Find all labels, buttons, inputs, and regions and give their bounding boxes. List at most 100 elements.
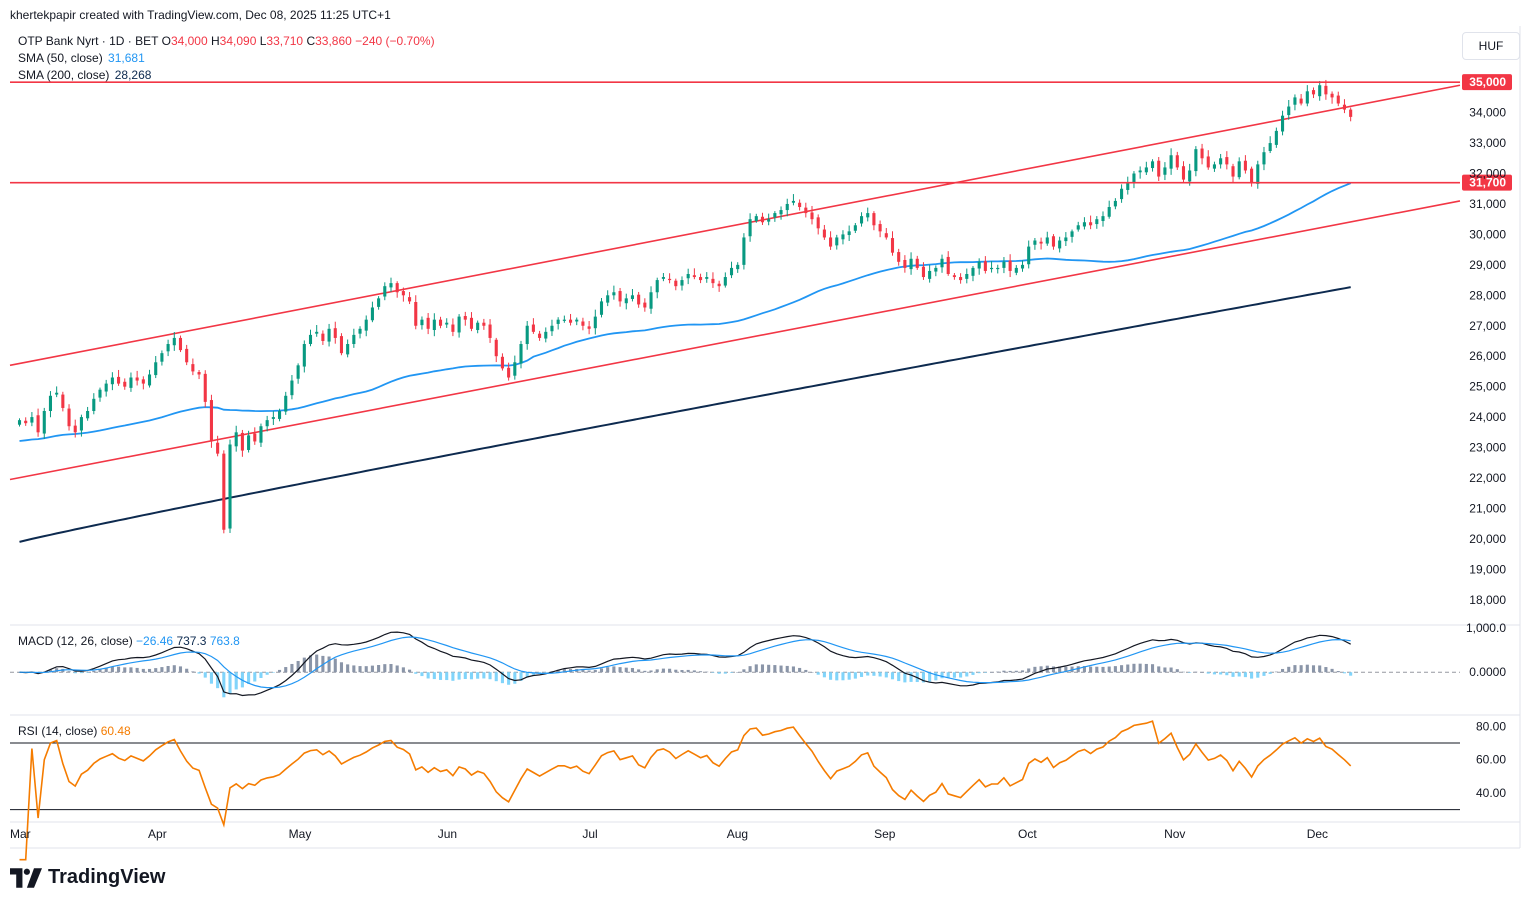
macd-histogram-bar [197,672,201,674]
macd-histogram-bar [222,672,226,698]
candle-body [785,203,789,211]
macd-histogram-bar [86,672,90,673]
candle-body [884,233,888,238]
candle-body [172,337,176,346]
macd-histogram-bar [308,655,313,673]
macd-histogram-bar [451,672,455,681]
candle-body [154,362,158,376]
macd-histogram-bar [680,670,684,673]
time-tick-label: Jun [438,827,457,841]
candle-body [767,219,771,222]
macd-histogram-bar [996,671,1000,673]
candle-body [680,280,684,286]
candle-body [17,420,22,425]
time-tick-label: Nov [1164,827,1185,841]
macd-histogram-bar [661,668,665,673]
candle-body [835,237,839,246]
tradingview-logo[interactable]: TradingView [10,866,165,889]
candle-body [1101,216,1105,222]
macd-histogram-bar [1200,672,1204,673]
macd-histogram-bar [141,668,145,673]
symbol-legend[interactable]: OTP Bank Nyrt · 1D · BET O34,000 H34,090… [18,34,435,48]
candle-body [996,267,1000,270]
candle-body [946,256,950,274]
candle-body [253,433,257,442]
price-axis[interactable]: 18,000 19,000 20,000 21,000 22,000 23,000 24,0… [1469,106,1506,607]
rsi-tick-label: 60.00 [1476,753,1506,767]
macd-histogram-bar [1342,672,1347,674]
macd-histogram-bar [1082,666,1086,673]
candle-body [222,453,226,530]
time-axis[interactable]: Mar Apr May Jun Jul Aug Sep Oct Nov Dec [10,827,1328,841]
change-value: −240 (−0.70%) [355,34,435,48]
macd-legend[interactable]: MACD (12, 26, close) −26.46 737.3 763.8 [18,634,240,648]
macd-histogram-bar [172,665,176,673]
macd-histogram-bar [1008,670,1012,673]
candle-body [123,381,127,387]
candle-body [717,283,721,287]
macd-histogram-bar [1330,668,1334,673]
level-price-tag [1462,74,1512,91]
candle-body [234,432,238,447]
macd-histogram-bar [959,672,963,678]
macd-signal-value: 763.8 [209,634,240,648]
candle-body [1175,155,1179,168]
macd-histogram-bar [804,669,808,673]
macd-histogram-bar [1163,667,1167,673]
macd-histogram-bar [785,665,789,673]
macd-histogram-bar [977,672,981,674]
macd-histogram-bar [1039,666,1043,673]
candle-body [1002,261,1006,268]
sma50-polyline [19,182,1352,442]
currency-button[interactable]: HUF [1462,32,1520,60]
rsi-legend[interactable]: RSI (14, close) 60.48 [18,724,131,738]
macd-histogram-bar [1120,665,1124,673]
candle-body [1231,166,1235,177]
macd-histogram-bar [723,672,727,674]
macd-histogram-bar [253,672,257,682]
macd-histogram-bar [699,671,703,673]
macd-histogram-bar [414,672,418,674]
macd-histogram-bar [129,667,133,673]
price-tick-label: 25,000 [1469,380,1506,394]
candle-body [185,348,189,363]
candle-body [711,278,715,284]
rsi-pane[interactable]: 40.00 60.00 80.00 [10,719,1506,861]
sma50-legend[interactable]: SMA (50, close) 31,681 [18,51,145,65]
price-tick-label: 21,000 [1469,501,1506,515]
macd-histogram-bar [228,672,232,694]
candle-body [1076,225,1080,230]
macd-histogram-bar [630,668,635,673]
macd-histogram-bar [1101,666,1105,673]
candle-body [1058,240,1062,249]
open-label: O [161,34,171,48]
candle-body [1132,173,1136,183]
candle-body [278,411,282,419]
macd-histogram-bar [234,672,238,690]
candle-body [1268,143,1272,151]
macd-histogram-bar [1293,665,1297,673]
low-value: 33,710 [266,34,304,48]
candle-body [42,411,46,434]
grid [10,26,1521,849]
candle-body [1107,207,1111,217]
candle-body [494,339,498,357]
macd-histogram-bar [500,672,504,684]
horizontal-levels[interactable]: 35,000 31,700 [10,74,1512,191]
macd-histogram-bar [946,672,950,678]
candle-body [1039,241,1043,244]
candle-body [1070,231,1074,237]
candle-body [79,417,83,431]
sma200-legend[interactable]: SMA (200, close) 28,268 [18,68,151,82]
macd-histogram-bar [178,666,183,673]
macd-histogram-bar [383,664,387,673]
candle-body [327,328,331,342]
sma50-value: 31,681 [108,51,145,65]
macd-histogram-bar [1157,666,1161,673]
macd-pane[interactable]: 0.0000 1,000.0 [10,621,1506,698]
price-tick-label: 24,000 [1469,410,1506,424]
candle-body [878,224,882,232]
candle-body [934,267,938,272]
macd-histogram-bar [841,672,845,681]
